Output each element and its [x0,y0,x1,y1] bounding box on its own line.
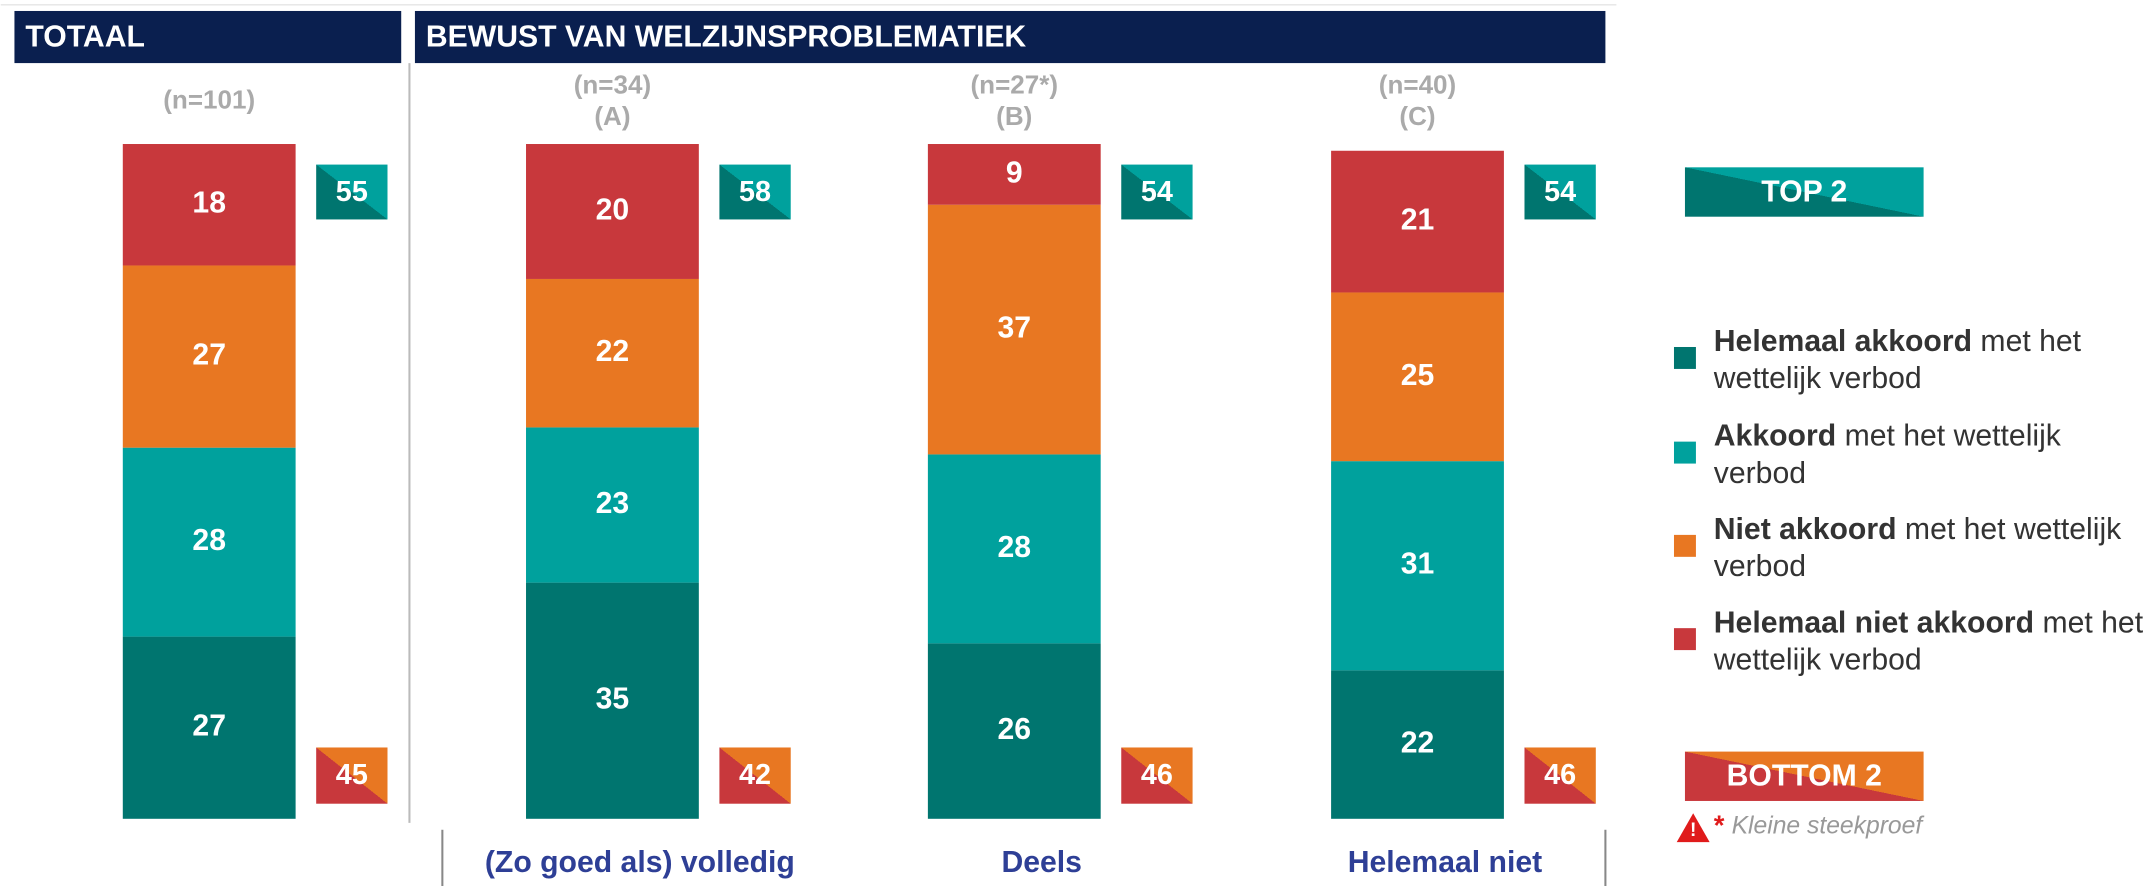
bar-segment [927,144,1101,205]
top2-box [719,164,791,220]
legend-suffix: met het wettelijk verbod [1713,323,2082,395]
legend-swatch [1673,441,1696,464]
bar-segment [1331,150,1504,293]
bottom2-value: 42 [739,759,771,791]
group-label: (Zo goed als) volledig [485,846,795,879]
bar-segment [122,265,296,448]
top2-box [1121,164,1193,220]
header-bar [414,10,1606,64]
group-label: Helemaal niet [1348,846,1542,879]
value-label: 22 [1401,727,1435,760]
value-label: 31 [1401,548,1435,581]
value-label: 9 [1006,156,1023,189]
value-label: 25 [1401,359,1435,392]
value-label: 18 [192,187,226,220]
top2-value: 54 [1141,176,1173,208]
legend-text: Helemaal niet akkoord met het wettelijk … [1714,603,2150,677]
legend-swatch [1673,346,1696,369]
bottom2-box [1121,747,1193,804]
top2-box [1524,164,1596,220]
bottom2-box [316,747,388,804]
value-label: 28 [998,531,1032,564]
value-label: 20 [596,193,630,226]
legend-suffix: met het wettelijk verbod [1713,418,2061,490]
top2-key [1684,167,1924,217]
bottom2-box [719,747,791,804]
n-label: (n=40) [1379,69,1456,99]
bottom2-label: BOTTOM 2 [1727,760,1882,793]
legend-entry: Akkoord met het wettelijk verbod [1714,417,2150,491]
top-rule [0,4,1617,6]
n-label: (n=27*) [970,69,1058,99]
bar-segment [526,278,699,428]
warning-mark: ! [1690,820,1696,841]
legend-text: Niet akkoord met het wettelijk verbod [1714,510,2150,584]
bar-segment [1331,461,1504,671]
header: BEWUST VAN WELZIJNSPROBLEMATIEK [426,20,1027,53]
header-bar [14,10,402,64]
bottom2-value: 46 [1141,759,1173,791]
warning-icon [1676,813,1710,843]
value-label: 22 [596,335,630,368]
header: TOTAAL [25,20,144,53]
group-label: Deels [1001,846,1081,879]
sub-label: (B) [996,101,1032,131]
bar-segment [122,144,296,266]
legend-name: Akkoord [1713,418,1837,453]
legend-entry: Niet akkoord met het wettelijk verbod [1714,510,2150,584]
legend-name: Niet akkoord [1713,511,1897,546]
bottom2-box [1524,747,1596,804]
bar-segment [122,447,296,637]
note: Kleine steekproef [1732,813,1925,840]
legend-text: Helemaal akkoord met het wettelijk verbo… [1714,322,2150,396]
bar-segment [927,454,1101,644]
value-label: 26 [998,713,1032,746]
value-label: 28 [192,524,226,557]
n-label: (n=101) [163,84,255,114]
bottom2-value: 46 [1544,759,1576,791]
top2-label: TOP 2 [1761,175,1847,208]
value-label: 37 [998,312,1032,345]
value-label: 27 [192,710,226,743]
value-label: 23 [596,487,630,520]
legend-name: Helemaal akkoord [1713,323,1973,358]
value-label: 35 [596,683,630,716]
legend-suffix: met het wettelijk verbod [1713,511,2122,583]
bottom2-key [1684,751,1924,801]
top2-box [316,164,388,220]
legend-name: Helemaal niet akkoord [1713,604,2035,640]
bottom2-value: 45 [336,759,368,791]
legend-entry: Helemaal niet akkoord met het wettelijk … [1714,603,2150,677]
sub-label: (A) [594,101,630,131]
top2-value: 54 [1544,176,1576,208]
value-label: 21 [1401,204,1435,237]
n-label: (n=34) [574,69,651,99]
top2-value: 55 [336,176,368,208]
legend-swatch [1673,628,1696,651]
legend-text: Akkoord met het wettelijk verbod [1714,417,2150,491]
bar-segment [1331,670,1504,819]
bar-segment [526,427,699,583]
legend-entry: Helemaal akkoord met het wettelijk verbo… [1714,322,2150,396]
sub-label: (C) [1399,101,1435,131]
bar-segment [526,582,699,819]
bar-segment [927,204,1101,455]
bar-segment [1331,292,1504,462]
legend-swatch [1673,534,1696,557]
legend-suffix: met het wettelijk verbod [1713,604,2144,677]
value-label: 27 [192,339,226,372]
bar-segment [927,643,1101,819]
bar-segment [122,636,296,819]
top2-value: 58 [739,176,771,208]
note-mark: * [1714,809,1725,840]
bar-segment [526,144,699,279]
